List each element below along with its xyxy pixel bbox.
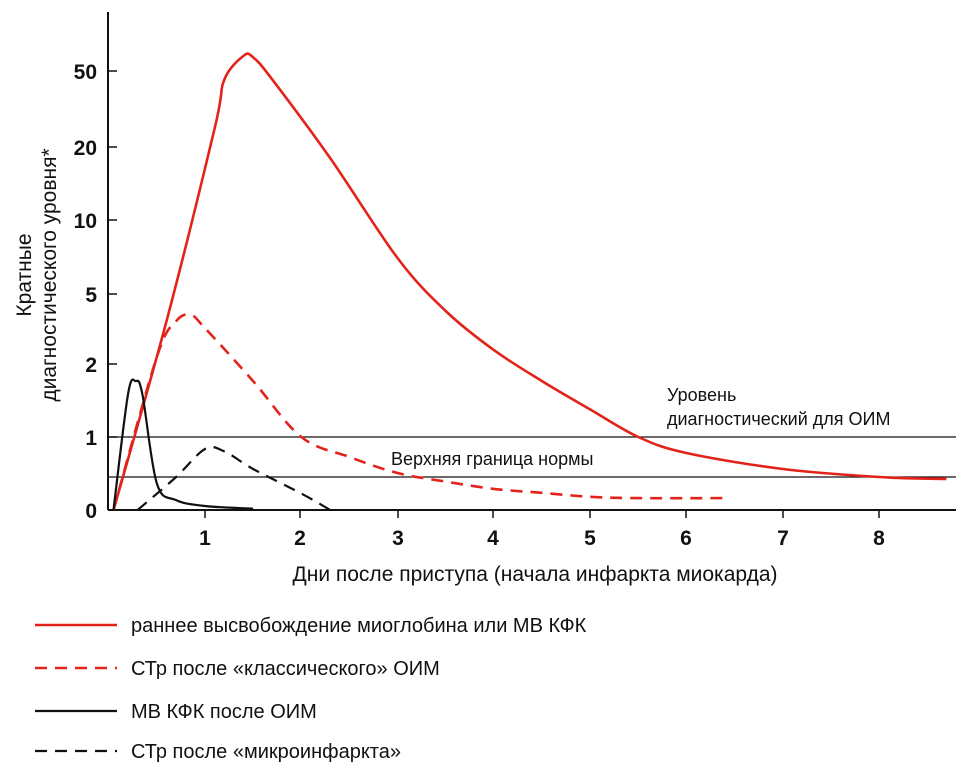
x-tick-label: 7 [777,527,789,550]
x-tick-label: 6 [680,527,692,550]
x-tick-label: 2 [294,527,306,550]
y-axis-title-line2: диагностического уровня* [38,148,61,401]
x-tick-label: 1 [199,527,211,550]
x-tick-label: 5 [584,527,596,550]
series-mb-ck-line [112,378,254,511]
diagnostic-level-label-line1: Уровень [667,385,736,405]
series-ctr-micro-line [136,445,331,511]
y-tick-label: 2 [85,354,97,377]
series-ctr-classic-line [112,313,725,511]
legend-label-myoglobin: раннее высвобождение миоглобина или МВ К… [131,615,587,637]
legend-label-mb-ck: МВ КФК после ОИМ [131,701,317,723]
x-tick-label: 4 [487,527,499,550]
y-tick-label: 20 [74,137,97,160]
y-tick-label: 1 [85,427,97,450]
series-myoglobin-line [112,52,947,511]
y-axis-title-line1: Кратные [13,233,36,316]
legend-label-ctr-micro: СТр после «микроинфаркта» [131,741,401,763]
x-tick-marks [204,510,880,518]
y-tick-label: 10 [74,210,97,233]
y-axis-title: Кратные диагностического уровня* [13,148,61,401]
legend-label-ctr-classic: СТр после «классического» ОИМ [131,658,440,680]
upper-normal-limit-label: Верхняя граница нормы [391,449,593,469]
x-tick-label: 3 [392,527,404,550]
y-tick-marks [108,70,117,511]
y-tick-label: 0 [85,500,97,523]
x-axis-title: Дни после приступа (начала инфаркта миок… [293,563,778,586]
x-tick-label: 8 [873,527,885,550]
y-tick-label: 50 [74,61,97,84]
legend: раннее высвобождение миоглобина или МВ К… [35,615,587,763]
y-tick-label: 5 [85,284,97,307]
diagnostic-level-label-line2: диагностический для ОИМ [667,409,890,429]
series-layer [112,52,947,511]
